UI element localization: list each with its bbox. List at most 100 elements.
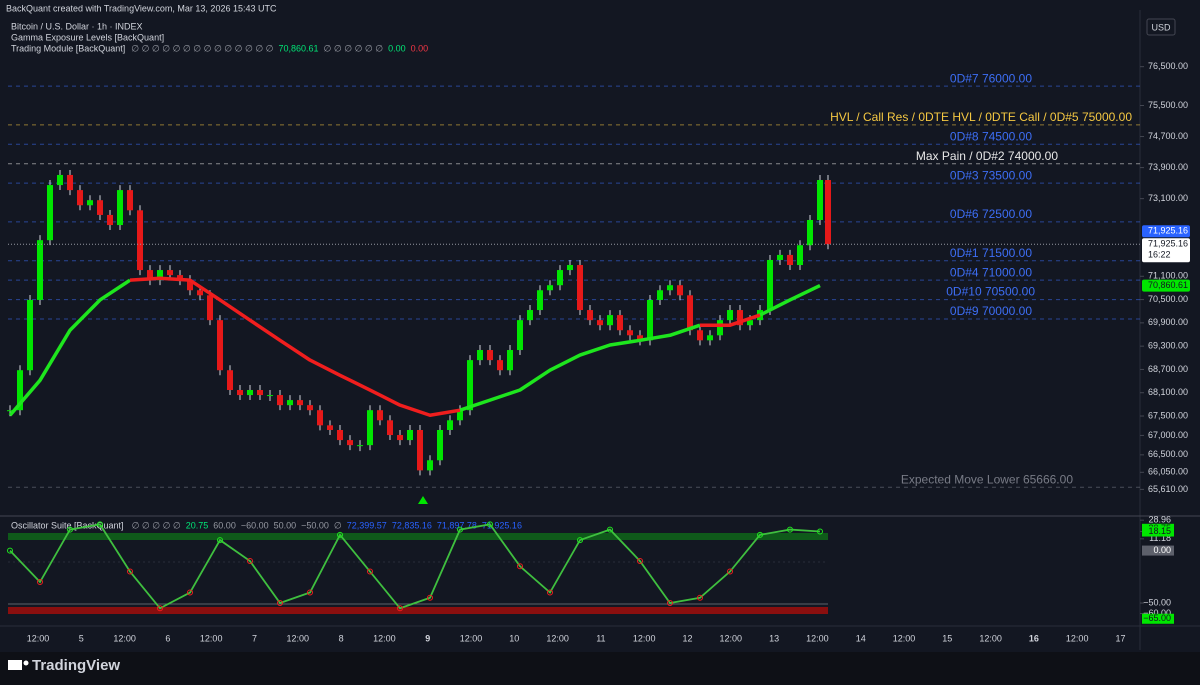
y-tick-label: −60.00 <box>1143 608 1171 618</box>
candle-body <box>597 320 603 326</box>
candle-body <box>707 335 713 341</box>
oscillator-point <box>757 531 763 538</box>
candle-body <box>257 390 263 396</box>
candle-body <box>487 350 493 361</box>
candle-body <box>577 265 583 311</box>
oscillator-point <box>157 605 163 612</box>
candle-body <box>47 185 53 241</box>
signal-marker <box>418 496 428 504</box>
time-label: 12:00 <box>1066 633 1089 643</box>
y-tick-label: 74,700.00 <box>1148 131 1188 141</box>
oscillator-point <box>577 537 583 544</box>
y-tick-label: 73,100.00 <box>1148 193 1188 203</box>
currency-box[interactable] <box>1146 18 1176 36</box>
oscillator-point <box>727 568 733 575</box>
y-tick-label: 76,500.00 <box>1148 61 1188 71</box>
candle-body <box>717 320 723 336</box>
time-label: 11 <box>596 633 605 643</box>
indicator: Trading Module [BackQuant] <box>11 43 125 53</box>
candle-body <box>517 320 523 351</box>
indicator-value: ∅ <box>334 520 342 530</box>
time-label: 9 <box>425 633 430 643</box>
oscillator-point <box>187 589 193 596</box>
y-tick-label: 65,610.00 <box>1148 484 1188 494</box>
time-label: 12:00 <box>460 633 483 643</box>
candle-body <box>457 410 463 421</box>
candle-body <box>657 290 663 300</box>
candle-body <box>17 370 23 411</box>
y-tick-label: 69,300.00 <box>1148 341 1188 351</box>
credit: BackQuant created with TradingView.com, … <box>6 3 277 13</box>
price-badge <box>1142 225 1190 238</box>
candle-body <box>337 429 343 441</box>
oscillator-badge-label: 18.15 <box>1148 526 1171 536</box>
countdown: 16:22 <box>1148 250 1171 260</box>
y-tick-label: 73,900.00 <box>1148 162 1188 172</box>
candle-body <box>137 210 143 271</box>
candle-body <box>87 200 93 206</box>
indicator-value: −60.00 <box>241 520 269 530</box>
candle-body <box>387 420 393 436</box>
indicator-value: 71,925.16 <box>482 520 522 530</box>
indicator: Gamma Exposure Levels [BackQuant] <box>11 32 164 42</box>
trend-line <box>700 313 761 327</box>
candle-body <box>107 214 113 226</box>
oscillator-title: Oscillator Suite [BackQuant] <box>11 520 124 530</box>
candle-body <box>267 395 273 397</box>
candle-body <box>407 429 413 441</box>
candle-body <box>437 429 443 461</box>
oscillator-point <box>217 537 223 544</box>
candle-body <box>367 410 373 446</box>
candle-body <box>157 270 163 281</box>
time-label: 13 <box>769 633 779 643</box>
time-label: 8 <box>339 633 344 643</box>
time-label: 12:00 <box>633 633 656 643</box>
candle-body <box>227 370 233 391</box>
candle-body <box>167 270 173 276</box>
candle-body <box>7 410 13 412</box>
oscillator-point <box>667 600 673 607</box>
candle-body <box>547 285 553 291</box>
y-tick-label: 75,500.00 <box>1148 100 1188 110</box>
indicator-value: ∅ ∅ ∅ ∅ ∅ ∅ ∅ ∅ ∅ ∅ ∅ ∅ ∅ ∅ <box>131 43 273 53</box>
indicator-value: 0.00 <box>388 43 406 53</box>
time-label: 12:00 <box>27 633 50 643</box>
time-label: 12:00 <box>806 633 829 643</box>
y-tick-label: −50.00 <box>1143 597 1171 607</box>
candle-body <box>697 330 703 341</box>
oscillator-badge-label: −65.00 <box>1143 613 1171 623</box>
price-badge-label: 71,925.16 <box>1148 226 1188 236</box>
candle-body <box>327 425 333 430</box>
indicator-value: 71,897.78 <box>437 520 477 530</box>
trend-line <box>129 276 461 417</box>
time-label: 12 <box>682 633 692 643</box>
candle-body <box>77 190 83 206</box>
oscillator-badge-label: 0.00 <box>1153 545 1171 555</box>
candle-body <box>817 180 823 220</box>
oscillator-point <box>817 528 823 535</box>
signal-strip <box>8 533 828 540</box>
oscillator-point <box>7 547 13 554</box>
candle-body <box>117 190 123 226</box>
time-label: 5 <box>79 633 84 643</box>
brand-logo <box>8 660 29 670</box>
oscillator-point <box>607 526 613 533</box>
candle-body <box>177 275 183 281</box>
price-badge-label: 71,925.16 <box>1148 239 1188 249</box>
candle-body <box>537 290 543 311</box>
indicator-value: 0.00 <box>411 43 429 53</box>
indicator-value: −50.00 <box>301 520 329 530</box>
time-label: 6 <box>165 633 170 643</box>
oscillator-point <box>337 531 343 538</box>
time-label: 12:00 <box>200 633 223 643</box>
oscillator-point <box>37 579 43 586</box>
candle-body <box>607 315 613 326</box>
candle-body <box>447 420 453 430</box>
currency[interactable]: USD <box>1151 22 1171 32</box>
candle-body <box>507 350 513 371</box>
oscillator-point <box>307 589 313 596</box>
level-label: Max Pain / 0D#2 74000.00 <box>916 149 1058 163</box>
candle-body <box>207 295 213 321</box>
candle-body <box>737 310 743 326</box>
